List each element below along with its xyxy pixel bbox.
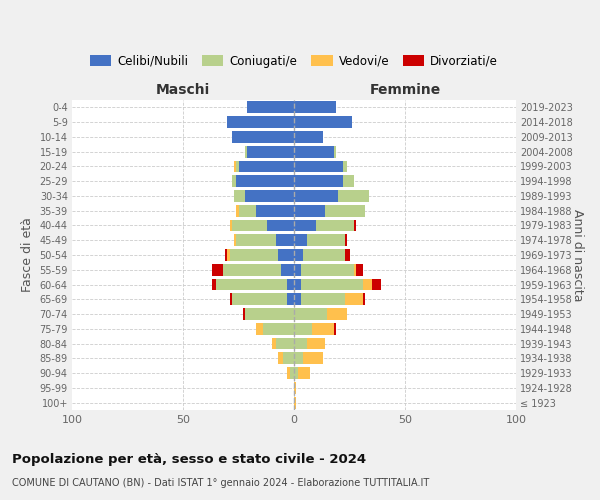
Bar bbox=[363, 294, 365, 305]
Text: Femmine: Femmine bbox=[370, 83, 440, 97]
Bar bbox=[294, 308, 328, 320]
Bar bbox=[230, 220, 232, 232]
Text: COMUNE DI CAUTANO (BN) - Dati ISTAT 1° gennaio 2024 - Elaborazione TUTTITALIA.IT: COMUNE DI CAUTANO (BN) - Dati ISTAT 1° g… bbox=[12, 478, 429, 488]
Bar bbox=[294, 294, 301, 305]
Bar bbox=[316, 220, 354, 232]
Bar bbox=[263, 323, 294, 334]
Bar bbox=[278, 249, 294, 261]
Bar bbox=[307, 234, 345, 246]
Bar bbox=[354, 264, 356, 276]
Bar bbox=[287, 367, 290, 379]
Bar bbox=[354, 220, 356, 232]
Bar bbox=[234, 190, 245, 202]
Bar bbox=[301, 264, 354, 276]
Bar bbox=[256, 205, 294, 216]
Bar bbox=[294, 249, 303, 261]
Bar bbox=[307, 338, 325, 349]
Bar bbox=[345, 249, 349, 261]
Text: Maschi: Maschi bbox=[156, 83, 210, 97]
Bar bbox=[294, 323, 312, 334]
Bar bbox=[281, 264, 294, 276]
Bar bbox=[343, 176, 354, 187]
Bar bbox=[294, 102, 336, 114]
Bar bbox=[343, 160, 347, 172]
Bar bbox=[234, 160, 236, 172]
Bar bbox=[232, 176, 236, 187]
Y-axis label: Anni di nascita: Anni di nascita bbox=[571, 209, 584, 301]
Bar bbox=[276, 338, 294, 349]
Bar bbox=[294, 382, 296, 394]
Bar bbox=[363, 278, 372, 290]
Bar bbox=[338, 190, 370, 202]
Bar bbox=[294, 116, 352, 128]
Bar bbox=[212, 278, 217, 290]
Bar bbox=[294, 278, 301, 290]
Bar bbox=[223, 264, 281, 276]
Bar bbox=[294, 264, 301, 276]
Bar bbox=[245, 308, 294, 320]
Bar bbox=[236, 176, 294, 187]
Bar bbox=[236, 205, 239, 216]
Bar bbox=[236, 234, 276, 246]
Bar bbox=[227, 249, 230, 261]
Bar bbox=[234, 234, 236, 246]
Bar bbox=[278, 352, 283, 364]
Bar bbox=[256, 323, 263, 334]
Bar bbox=[325, 205, 365, 216]
Bar bbox=[276, 234, 294, 246]
Bar bbox=[294, 352, 303, 364]
Bar bbox=[216, 278, 287, 290]
Bar bbox=[294, 190, 338, 202]
Bar bbox=[294, 220, 316, 232]
Legend: Celibi/Nubili, Coniugati/e, Vedovi/e, Divorziati/e: Celibi/Nubili, Coniugati/e, Vedovi/e, Di… bbox=[85, 50, 503, 72]
Bar bbox=[312, 323, 334, 334]
Bar bbox=[225, 249, 227, 261]
Bar bbox=[232, 220, 268, 232]
Bar bbox=[356, 264, 363, 276]
Text: Popolazione per età, sesso e stato civile - 2024: Popolazione per età, sesso e stato civil… bbox=[12, 452, 366, 466]
Bar bbox=[247, 146, 294, 158]
Bar bbox=[268, 220, 294, 232]
Bar bbox=[212, 264, 223, 276]
Bar bbox=[328, 308, 347, 320]
Bar bbox=[245, 146, 247, 158]
Bar bbox=[272, 338, 276, 349]
Bar bbox=[334, 146, 336, 158]
Bar bbox=[239, 205, 256, 216]
Bar bbox=[294, 234, 307, 246]
Bar bbox=[287, 278, 294, 290]
Bar bbox=[303, 352, 323, 364]
Bar bbox=[239, 160, 294, 172]
Bar bbox=[287, 294, 294, 305]
Bar bbox=[294, 367, 298, 379]
Bar bbox=[227, 116, 294, 128]
Bar bbox=[283, 352, 294, 364]
Bar bbox=[294, 131, 323, 143]
Bar bbox=[247, 102, 294, 114]
Bar bbox=[290, 367, 294, 379]
Bar bbox=[345, 234, 347, 246]
Bar bbox=[243, 308, 245, 320]
Bar bbox=[372, 278, 380, 290]
Bar bbox=[294, 205, 325, 216]
Bar bbox=[294, 396, 296, 408]
Bar bbox=[294, 160, 343, 172]
Bar bbox=[301, 278, 363, 290]
Bar bbox=[334, 323, 336, 334]
Bar bbox=[230, 249, 278, 261]
Bar bbox=[294, 338, 307, 349]
Bar bbox=[345, 294, 363, 305]
Bar bbox=[232, 294, 287, 305]
Bar bbox=[232, 131, 294, 143]
Bar bbox=[294, 176, 343, 187]
Bar bbox=[298, 367, 310, 379]
Bar bbox=[294, 146, 334, 158]
Bar bbox=[236, 160, 239, 172]
Bar bbox=[301, 294, 345, 305]
Bar bbox=[245, 190, 294, 202]
Bar bbox=[303, 249, 345, 261]
Bar bbox=[230, 294, 232, 305]
Y-axis label: Fasce di età: Fasce di età bbox=[21, 218, 34, 292]
